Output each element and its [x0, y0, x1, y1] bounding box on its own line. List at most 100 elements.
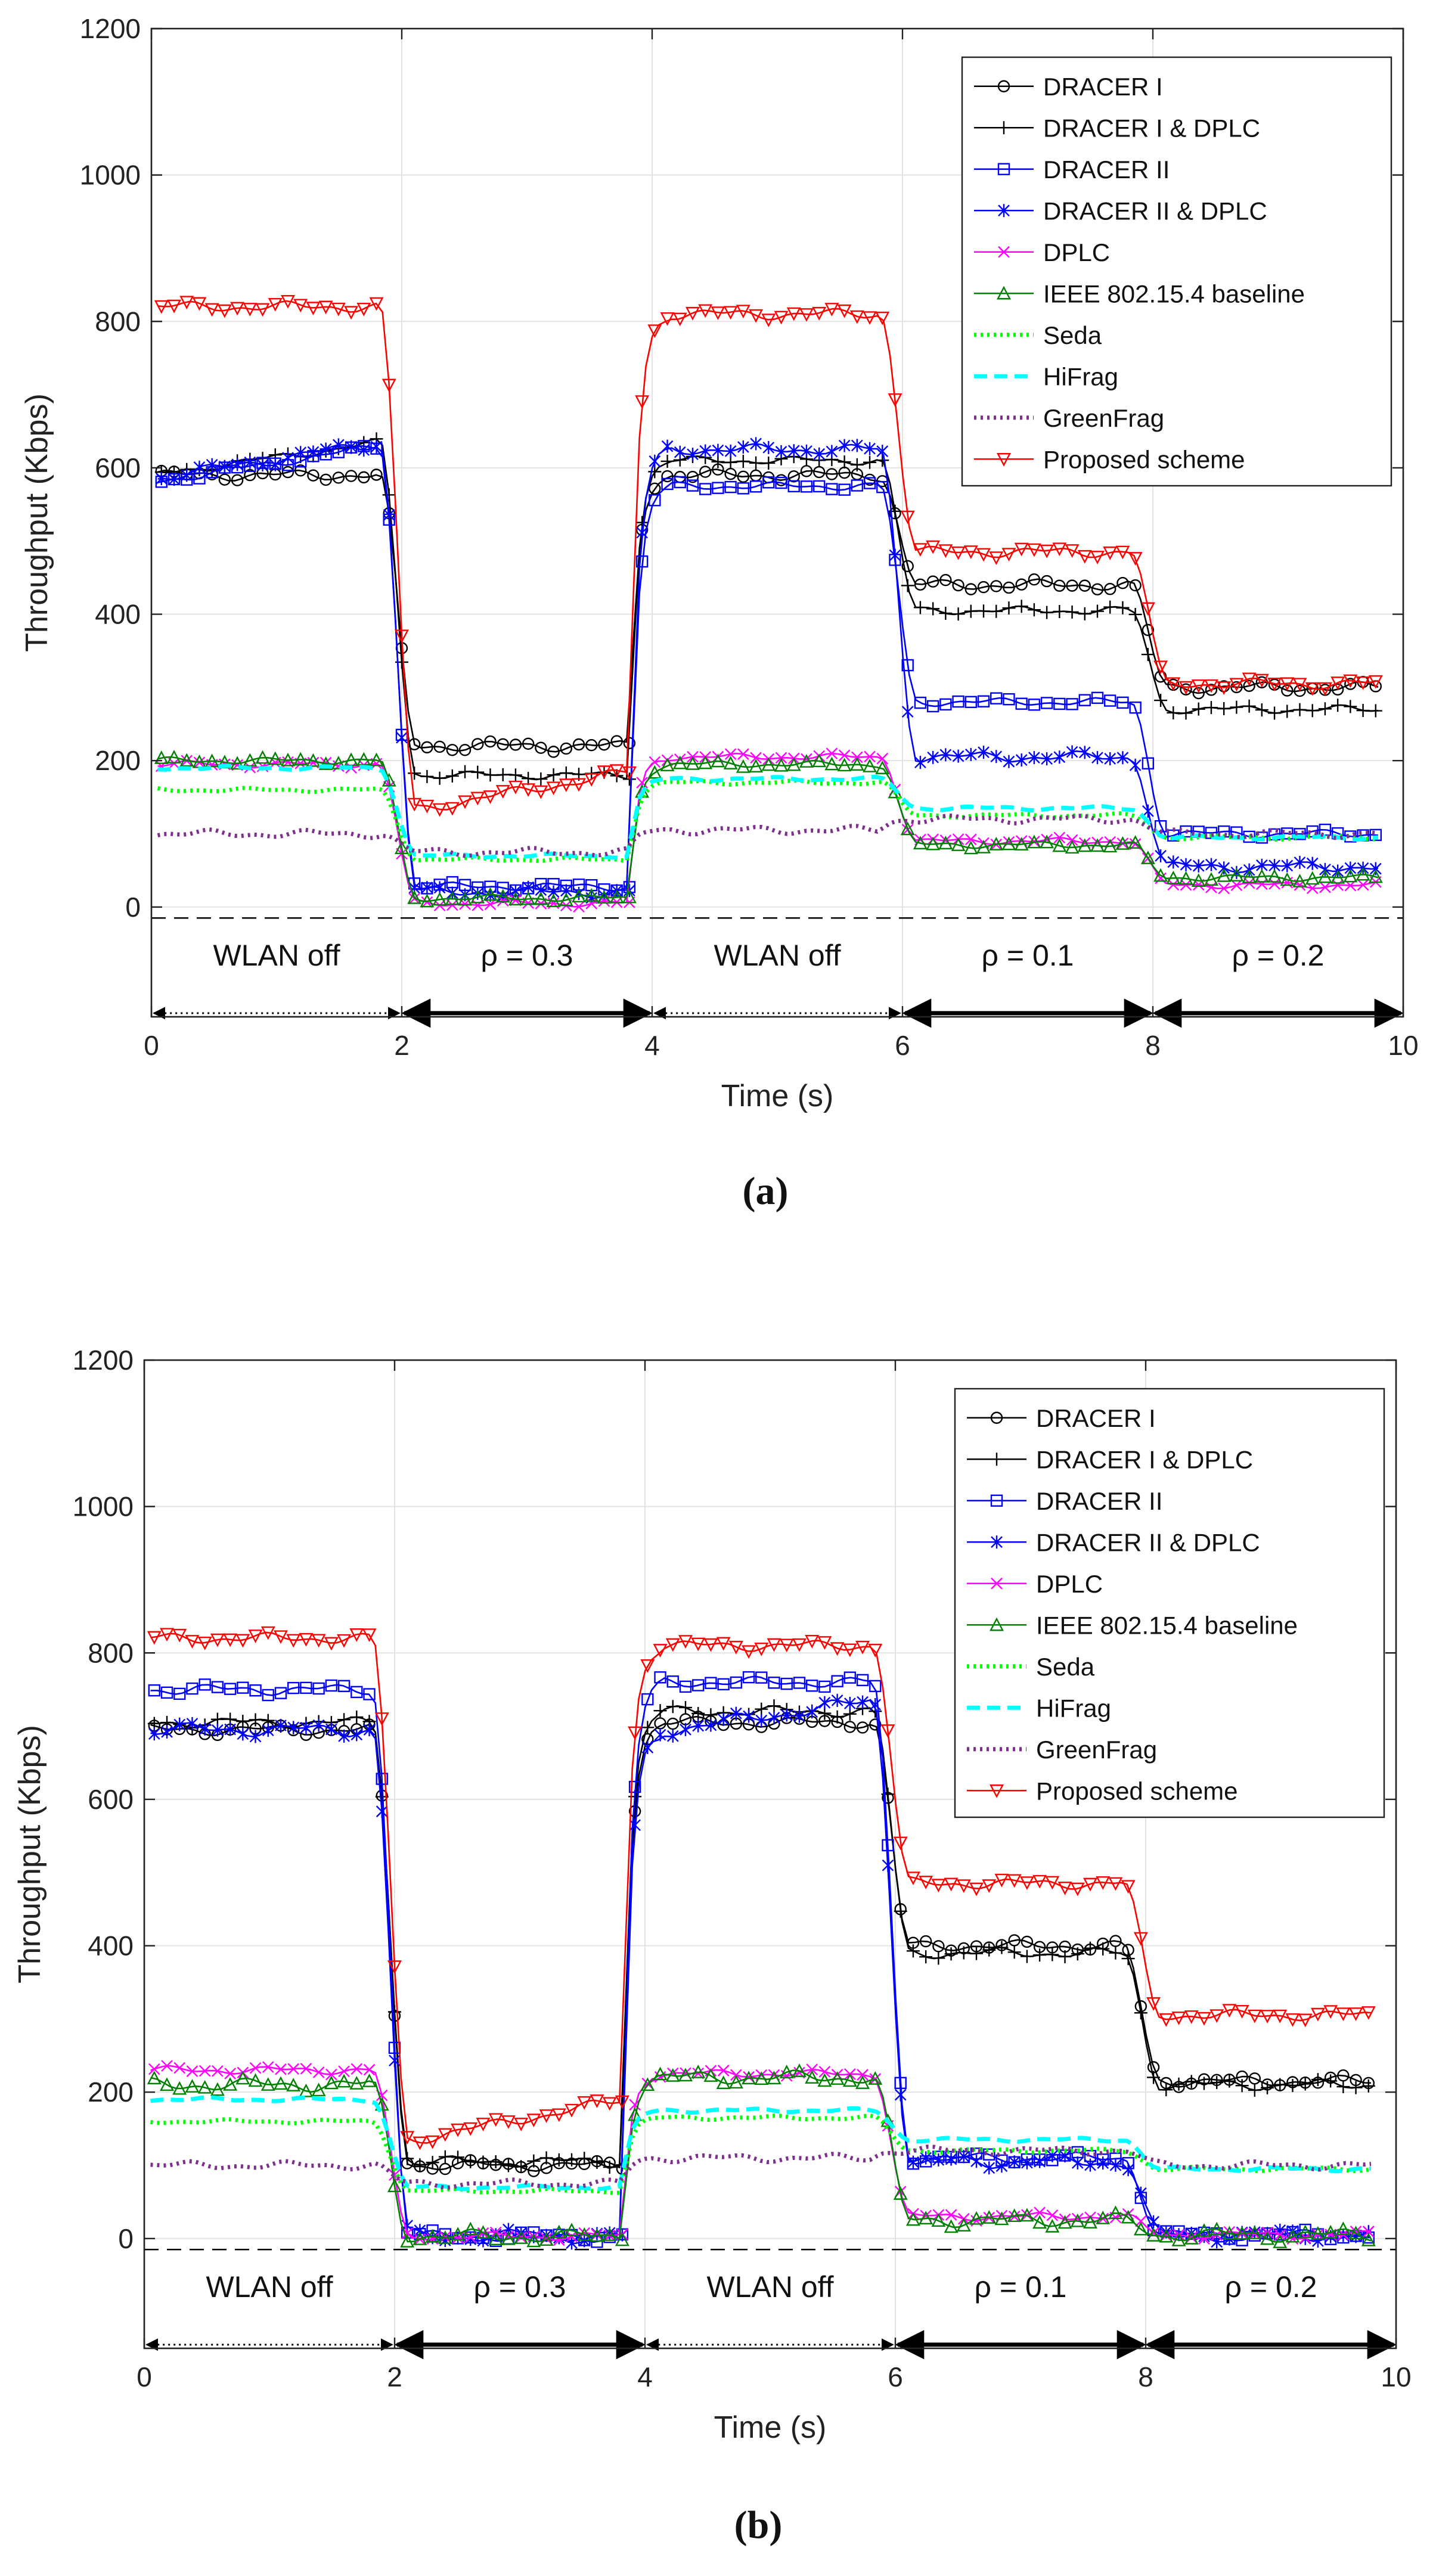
data-point	[552, 2153, 566, 2167]
data-point	[855, 1640, 870, 1655]
data-point	[749, 309, 764, 323]
data-point	[376, 1805, 388, 1818]
data-point	[421, 741, 433, 754]
data-point	[1028, 751, 1040, 765]
data-point	[894, 1904, 907, 1918]
data-point	[338, 2065, 350, 2078]
data-point	[438, 2150, 452, 2164]
data-point	[1209, 2009, 1224, 2023]
data-point	[838, 455, 851, 469]
data-point	[1116, 696, 1129, 709]
data-point	[337, 1713, 351, 1727]
data-point	[1362, 2226, 1375, 2237]
data-point	[1091, 583, 1104, 595]
data-point	[1280, 704, 1294, 718]
data-point	[686, 471, 699, 483]
data-point	[331, 756, 346, 769]
data-point	[300, 2062, 312, 2075]
segment-label: ρ = 0.2	[1225, 2270, 1317, 2304]
data-point	[154, 300, 169, 314]
data-point	[407, 797, 422, 812]
data-point	[1133, 2221, 1148, 2236]
legend-label: DRACER I & DPLC	[1036, 1445, 1253, 1473]
data-point	[421, 881, 433, 895]
data-point	[730, 2069, 742, 2081]
data-point	[956, 2218, 971, 2232]
data-point	[510, 894, 522, 907]
data-point	[842, 2073, 857, 2087]
data-point	[1021, 2156, 1033, 2170]
data-point	[463, 2122, 478, 2136]
segment-annotations: WLAN off ρ = 0.3 WLAN off ρ = 0.1 ρ = 0.2	[145, 2270, 1397, 2360]
data-point	[1243, 679, 1255, 692]
data-point	[224, 2068, 236, 2080]
data-point	[495, 889, 510, 903]
data-point	[1155, 872, 1167, 884]
data-point	[1292, 873, 1307, 887]
data-point	[412, 2136, 427, 2150]
data-point	[262, 2061, 274, 2073]
data-point	[522, 737, 535, 750]
segment-annotations: WLAN off ρ = 0.3 WLAN off ρ = 0.1 ρ = 0.2	[153, 939, 1404, 1028]
data-point	[1247, 2225, 1262, 2239]
data-point	[964, 747, 977, 761]
y-tick-label: 200	[95, 745, 141, 776]
data-point	[211, 1681, 224, 1693]
data-point	[672, 312, 687, 327]
data-point	[268, 751, 283, 765]
data-point	[1273, 2234, 1288, 2248]
data-point	[963, 545, 978, 559]
data-point	[711, 455, 725, 468]
data-point	[324, 2075, 339, 2090]
data-point	[1146, 2228, 1161, 2242]
data-point	[306, 302, 321, 316]
y-tick-label: 600	[95, 452, 141, 483]
data-point	[1032, 2215, 1047, 2229]
data-point	[826, 483, 838, 495]
data-point	[661, 470, 674, 483]
data-point	[1305, 871, 1320, 885]
data-point	[293, 752, 308, 766]
data-point	[590, 2094, 604, 2108]
data-point	[1014, 542, 1029, 557]
data-point	[167, 750, 182, 764]
series-line-greenfrag	[157, 813, 1379, 858]
data-point	[1077, 838, 1092, 852]
data-point	[590, 2228, 604, 2242]
data-point	[724, 444, 737, 458]
data-point	[654, 1728, 666, 1742]
data-point	[653, 1704, 667, 1718]
x-tick-label: 10	[1381, 2361, 1411, 2392]
data-point	[369, 752, 384, 766]
data-point	[678, 2068, 693, 2082]
legend-label: GreenFrag	[1043, 404, 1164, 432]
data-point	[1285, 2229, 1300, 2243]
data-point	[730, 1706, 742, 1720]
data-point	[572, 889, 587, 902]
data-point	[691, 1637, 706, 1652]
data-point	[919, 1935, 932, 1948]
data-point	[900, 510, 915, 524]
series-group	[147, 1626, 1376, 2250]
data-point	[1204, 679, 1218, 693]
data-point	[775, 752, 787, 764]
data-point	[737, 440, 749, 454]
data-point	[976, 548, 991, 562]
data-point	[1197, 2077, 1211, 2090]
data-point	[148, 1684, 161, 1697]
data-point	[585, 898, 598, 910]
data-point	[546, 893, 561, 907]
data-point	[318, 300, 333, 315]
data-point	[325, 1722, 337, 1736]
data-point	[629, 1818, 641, 1832]
data-point	[172, 2081, 187, 2095]
legend-label: Seda	[1043, 321, 1102, 349]
data-point	[400, 2131, 415, 2145]
data-point	[1109, 2158, 1122, 2172]
data-point	[363, 1688, 376, 1700]
data-point	[337, 1634, 352, 1648]
data-point	[534, 772, 548, 786]
data-point	[1153, 868, 1168, 882]
data-point	[147, 1631, 162, 1645]
data-point	[603, 2161, 616, 2174]
